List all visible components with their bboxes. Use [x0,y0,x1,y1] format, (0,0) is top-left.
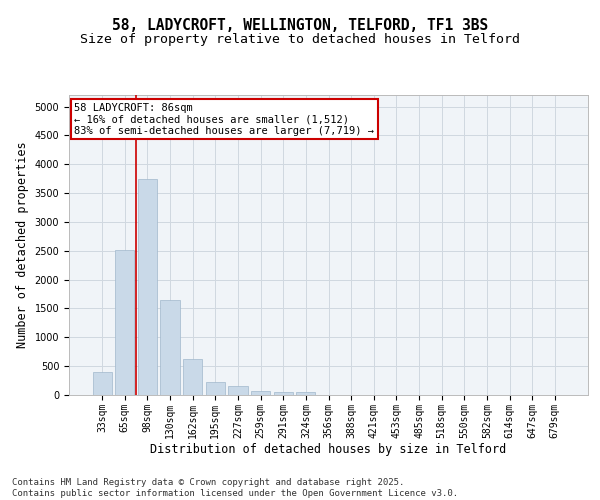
Text: Size of property relative to detached houses in Telford: Size of property relative to detached ho… [80,32,520,46]
Text: Contains HM Land Registry data © Crown copyright and database right 2025.
Contai: Contains HM Land Registry data © Crown c… [12,478,458,498]
Y-axis label: Number of detached properties: Number of detached properties [16,142,29,348]
Bar [206,382,225,395]
Bar [115,250,134,395]
Bar [251,391,270,395]
Bar [160,300,180,395]
Bar [296,392,316,395]
Text: 58, LADYCROFT, WELLINGTON, TELFORD, TF1 3BS: 58, LADYCROFT, WELLINGTON, TELFORD, TF1 … [112,18,488,32]
Bar [92,372,112,395]
Bar [229,386,248,395]
X-axis label: Distribution of detached houses by size in Telford: Distribution of detached houses by size … [151,444,506,456]
Bar [183,358,202,395]
Bar [274,392,293,395]
Text: 58 LADYCROFT: 86sqm
← 16% of detached houses are smaller (1,512)
83% of semi-det: 58 LADYCROFT: 86sqm ← 16% of detached ho… [74,102,374,136]
Bar [138,178,157,395]
